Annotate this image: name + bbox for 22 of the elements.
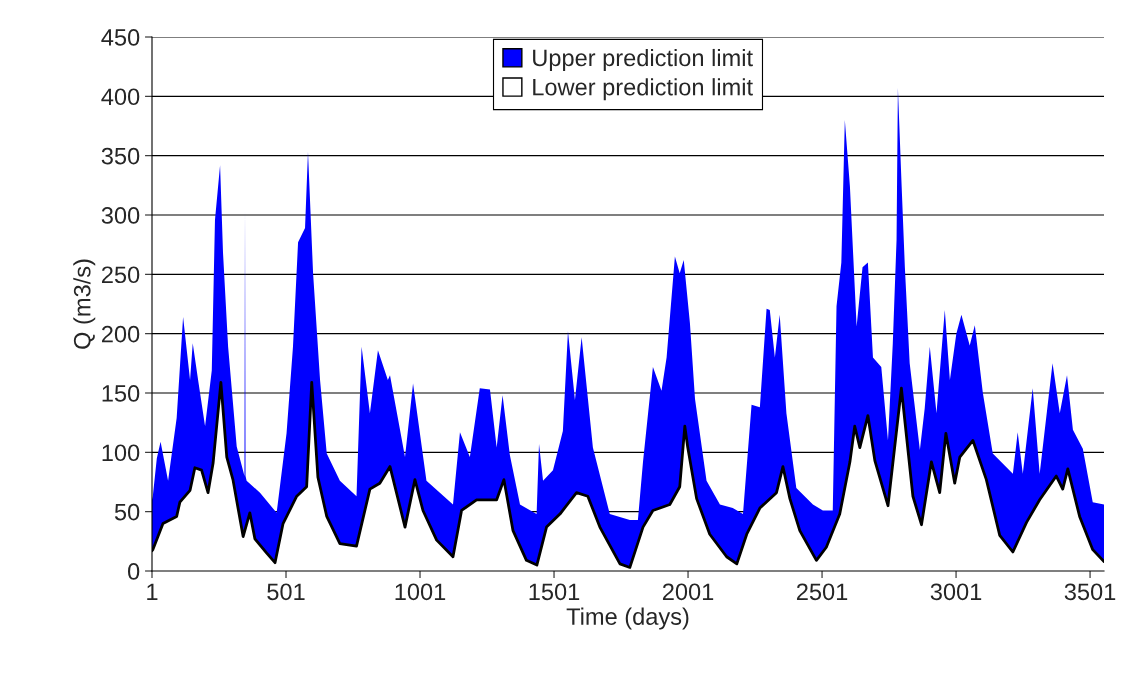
y-tick-label: 300 — [101, 207, 140, 224]
y-tick-label: 250 — [101, 266, 140, 284]
x-axis-title: Time (days) — [566, 607, 689, 630]
x-tick-label: 3001 — [930, 583, 982, 601]
x-tick-label: 1 — [147, 583, 158, 600]
y-tick-label: 150 — [102, 385, 140, 402]
y-tick-label: 350 — [101, 147, 140, 165]
x-tick-label: 1501 — [529, 583, 580, 601]
y-tick-label: 0 — [127, 563, 140, 580]
x-tick-label: 1001 — [395, 583, 446, 601]
legend-label: Upper prediction limit — [533, 48, 753, 71]
y-tick-label: 400 — [101, 88, 140, 106]
y-tick-label: 50 — [114, 503, 140, 521]
y-tick-label: 100 — [102, 444, 140, 462]
x-tick-label: 2501 — [796, 583, 848, 601]
x-tick-label: 501 — [267, 583, 305, 601]
x-tick-label: 2001 — [662, 583, 714, 601]
y-tick-label: 450 — [101, 29, 140, 46]
legend-label: Lower prediction limit — [533, 78, 753, 101]
y-axis-title: Q (m3/s) — [73, 259, 96, 349]
x-tick-label: 3501 — [1064, 583, 1116, 601]
y-tick-label: 200 — [101, 325, 140, 343]
